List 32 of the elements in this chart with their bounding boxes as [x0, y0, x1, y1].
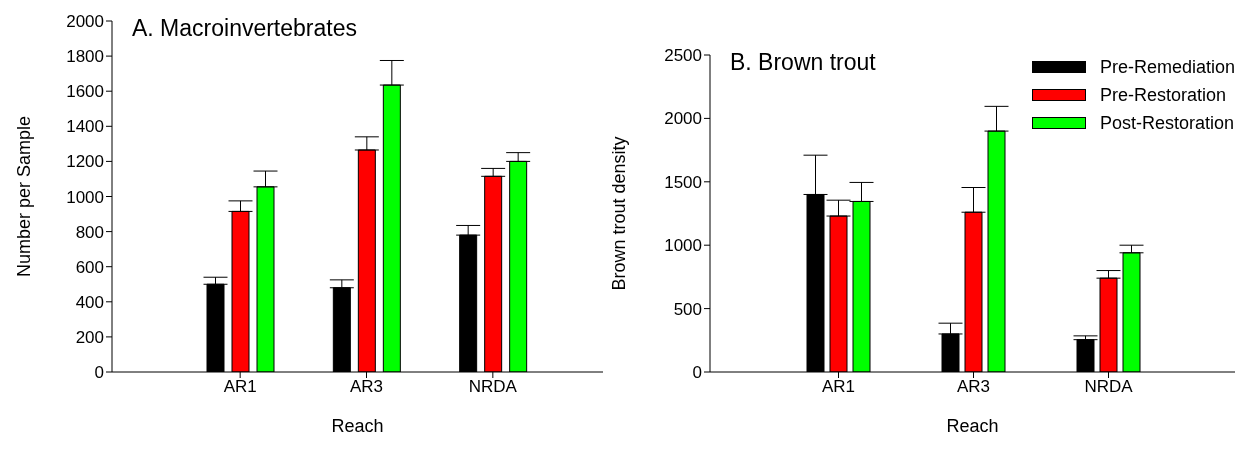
y-tick-label: 1400	[66, 117, 104, 137]
legend-label: Pre-Remediation	[1099, 56, 1235, 78]
y-tick-label: 1000	[66, 187, 104, 207]
y-tick-label: 1200	[66, 152, 104, 172]
x-tick-label: AR1	[821, 377, 856, 397]
x-axis-title: Reach	[946, 416, 999, 436]
x-tick-label: NRDA	[468, 377, 518, 397]
chart-title: B. Brown trout	[730, 49, 876, 76]
y-tick-label: 1000	[664, 236, 702, 256]
y-axis-title: Brown trout density	[609, 136, 630, 291]
y-tick-label: 0	[94, 363, 104, 383]
legend-label: Pre-Restoration	[1099, 84, 1226, 106]
x-axis-title: Reach	[331, 416, 384, 436]
y-tick-label: 800	[75, 222, 104, 242]
y-tick-label: 1500	[664, 172, 702, 192]
y-tick-label: 2000	[664, 109, 702, 129]
x-tick-label: AR3	[349, 377, 384, 397]
legend-label: Post-Restoration	[1099, 112, 1234, 134]
x-tick-label: NRDA	[1084, 377, 1134, 397]
chart-title: A. Macroinvertebrates	[132, 15, 357, 42]
y-tick-label: 500	[673, 299, 702, 319]
y-tick-label: 1600	[66, 82, 104, 102]
x-tick-label: AR3	[956, 377, 991, 397]
y-axis-title: Number per Sample	[14, 115, 35, 278]
y-tick-label: 0	[692, 363, 702, 383]
y-tick-label: 1800	[66, 47, 104, 67]
x-tick-label: AR1	[223, 377, 257, 397]
y-tick-label: 2000	[66, 12, 104, 32]
y-tick-label: 400	[75, 292, 104, 312]
y-tick-label: 600	[75, 257, 104, 277]
y-tick-label: 2500	[664, 46, 702, 66]
y-tick-label: 200	[75, 327, 104, 347]
